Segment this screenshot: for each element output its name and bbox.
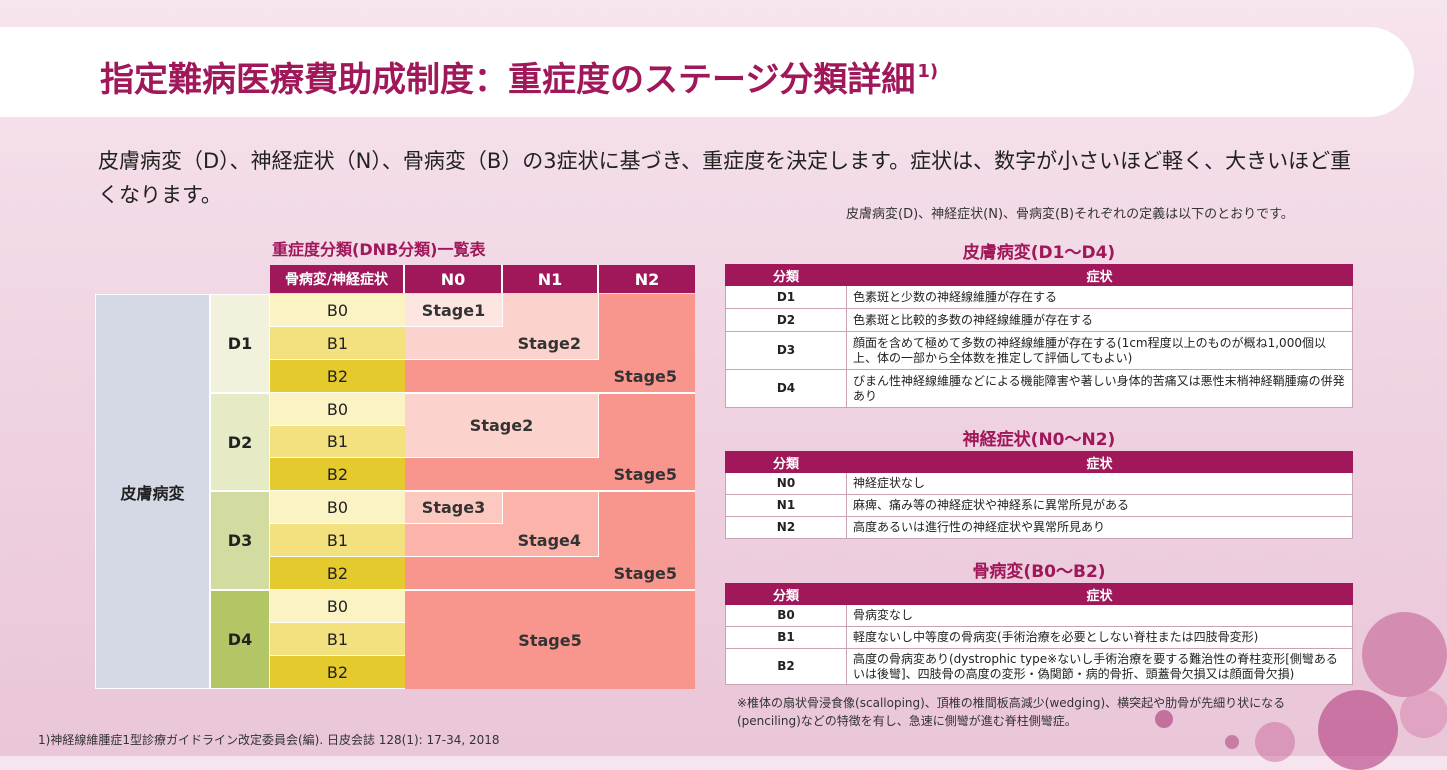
table-row: B0 骨病変なし [725,604,1353,627]
b0-label: B0 [270,491,405,524]
skin-table-title: 皮膚病変(D1〜D4) [962,243,1116,263]
stage5-cell-d4: Stage5 [518,630,582,650]
table-row: B1 軽度ないし中等度の骨病変(手術治療を必要としない脊柱または四肢骨変形) [725,626,1353,649]
table-header-row: 分類 症状 [725,451,1353,473]
b1-label: B1 [270,426,405,458]
stage5-label-d3: Stage5 [613,564,677,583]
page-title: 指定難病医療費助成制度：重症度のステージ分類詳細 1) [100,60,939,100]
decorative-circle [1318,690,1398,770]
table-row: D3 顔面を含めて極めて多数の神経線維腫が存在する(1cm程度以上のものが概ね1… [725,331,1353,370]
decorative-circle [1225,735,1239,749]
group-divider [405,490,695,492]
col-symptom: 症状 [846,583,1353,605]
table-header-row: 分類 症状 [725,264,1353,286]
symptom-cell: 高度の骨病変あり(dystrophic type※ないし手術治療を要する難治性の… [846,648,1353,685]
b0-label: B0 [270,294,405,327]
stage4-label: Stage4 [517,531,581,550]
col-symptom: 症状 [846,451,1353,473]
skin-definition-table: 分類 症状 D1 色素斑と少数の神経線維腫が存在する D2 色素斑と比較的多数の… [725,264,1353,408]
symptom-cell: 高度あるいは進行性の神経症状や異常所見あり [846,516,1353,539]
header-n1: N1 [503,265,599,293]
symptom-cell: 麻痺、痛み等の神経症状や神経系に異常所見がある [846,494,1353,517]
decorative-circle [1155,710,1173,728]
footnote: ※椎体の扇状骨浸食像(scalloping)、頂椎の椎間板高減少(wedging… [737,696,1286,728]
header-n2: N2 [599,265,695,293]
b2-label: B2 [270,557,405,590]
intro-text: 皮膚病変（D）、神経症状（N）、骨病変（B）の3症状に基づき、重症度を決定します… [98,149,1352,207]
reference: 1)神経線維腫症1型診療ガイドライン改定委員会(編). 日皮会誌 128(1):… [38,733,500,747]
class-cell: B2 [725,648,847,685]
definitions-note: 皮膚病変(D)、神経症状(N)、骨病変(B)それぞれの定義は以下のとおりです。 [846,207,1294,222]
decorative-circle [1400,690,1447,738]
stage5-label-d1: Stage5 [613,367,677,386]
dnb-table-caption: 重症度分類(DNB分類)一覧表 [272,240,486,259]
symptom-cell: 色素斑と少数の神経線維腫が存在する [846,285,1353,309]
dnb-table: 骨病変/神経症状 N0 N1 N2 皮膚病変 D1 D2 D3 D4 B0 B1… [95,265,695,689]
table-row: D4 びまん性神経線維腫などによる機能障害や著しい身体的苦痛又は悪性末梢神経鞘腫… [725,369,1353,408]
b2-label: B2 [270,656,405,689]
stage5-label-d2: Stage5 [613,465,677,484]
table-row: D1 色素斑と少数の神経線維腫が存在する [725,285,1353,309]
table-row: B2 高度の骨病変あり(dystrophic type※ないし手術治療を要する難… [725,648,1353,685]
class-cell: B1 [725,626,847,649]
table-row: N2 高度あるいは進行性の神経症状や異常所見あり [725,516,1353,539]
class-cell: B0 [725,604,847,627]
title-bar: 指定難病医療費助成制度：重症度のステージ分類詳細 1) [0,27,1414,117]
stage2-cell-d2: Stage2 [405,394,599,458]
b2-label: B2 [270,458,405,491]
table-row: N0 神経症状なし [725,472,1353,495]
decorative-circle [1255,722,1295,762]
d1-label: D1 [210,294,270,393]
symptom-cell: 骨病変なし [846,604,1353,627]
class-cell: N2 [725,516,847,539]
b1-label: B1 [270,623,405,656]
col-class: 分類 [725,583,847,605]
class-cell: D2 [725,308,847,332]
header-bone-nerve: 骨病変/神経症状 [270,265,405,293]
symptom-cell: 神経症状なし [846,472,1353,495]
d4-label: D4 [210,590,270,689]
header-n0: N0 [405,265,503,293]
stage3-cell: Stage3 [405,492,503,524]
b1-label: B1 [270,524,405,557]
nerve-definition-table: 分類 症状 N0 神経症状なし N1 麻痺、痛み等の神経症状や神経系に異常所見が… [725,451,1353,539]
symptom-cell: 顔面を含めて極めて多数の神経線維腫が存在する(1cm程度以上のものが概ね1,00… [846,331,1353,370]
class-cell: D4 [725,369,847,408]
decorative-circle [1362,612,1447,697]
group-divider [405,589,695,591]
col-class: 分類 [725,264,847,286]
b0-label: B0 [270,393,405,426]
stage1-cell: Stage1 [405,294,503,327]
symptom-cell: 色素斑と比較的多数の神経線維腫が存在する [846,308,1353,332]
d2-label: D2 [210,393,270,491]
b1-label: B1 [270,327,405,360]
table-row: N1 麻痺、痛み等の神経症状や神経系に異常所見がある [725,494,1353,517]
b2-label: B2 [270,360,405,393]
class-cell: D3 [725,331,847,370]
symptom-cell: びまん性神経線維腫などによる機能障害や著しい身体的苦痛又は悪性末梢神経鞘腫瘍の併… [846,369,1353,408]
class-cell: N1 [725,494,847,517]
symptom-cell: 軽度ないし中等度の骨病変(手術治療を必要としない脊柱または四肢骨変形) [846,626,1353,649]
class-cell: D1 [725,285,847,309]
col-class: 分類 [725,451,847,473]
bone-definition-table: 分類 症状 B0 骨病変なし B1 軽度ないし中等度の骨病変(手術治療を必要とし… [725,583,1353,685]
b0-label: B0 [270,590,405,623]
table-header-row: 分類 症状 [725,583,1353,605]
title-reference: 1) [917,61,939,82]
class-cell: N0 [725,472,847,495]
nerve-table-title: 神経症状(N0〜N2) [962,430,1116,450]
stage2-label-d1: Stage2 [517,334,581,353]
col-symptom: 症状 [846,264,1353,286]
row-group-skin: 皮膚病変 [95,294,210,689]
d3-label: D3 [210,491,270,590]
bone-table-title: 骨病変(B0〜B2) [972,562,1106,582]
table-row: D2 色素斑と比較的多数の神経線維腫が存在する [725,308,1353,332]
group-divider [405,392,695,394]
